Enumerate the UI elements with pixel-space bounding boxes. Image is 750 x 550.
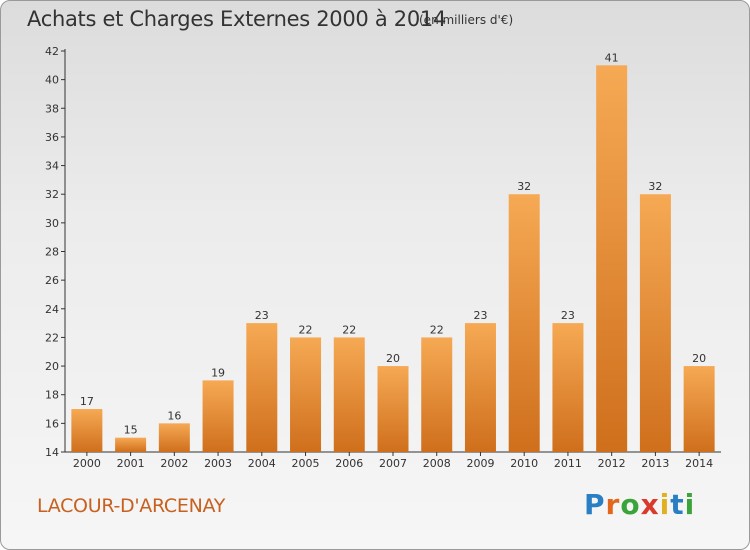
y-tick-label: 28 [45,246,59,259]
data-label: 15 [124,424,138,437]
y-tick-label: 18 [45,389,59,402]
data-label: 22 [299,323,313,336]
chart-labels: 17 15 16 19 23 22 22 20 22 23 32 23 41 32 20 [80,51,706,436]
data-label: 20 [692,352,706,365]
x-tick-label: 2014 [685,457,713,470]
y-tick-label: 40 [45,74,59,87]
x-tick-label: 2010 [510,457,538,470]
data-label: 22 [342,323,356,336]
y-tick-label: 16 [45,417,59,430]
x-tick-label: 2008 [423,457,451,470]
logo-letter: i [684,488,696,521]
x-tick-label: 2009 [466,457,494,470]
chart-title: Achats et Charges Externes 2000 à 2014 [27,7,447,31]
bar [202,380,234,452]
y-tick-label: 42 [45,45,59,58]
proxiti-logo: Proxiti [584,488,695,521]
x-tick-label: 2013 [641,457,669,470]
y-tick-label: 30 [45,217,59,230]
bar [333,337,365,452]
data-label: 23 [255,309,269,322]
bar [596,65,628,453]
logo-letter: o [620,488,641,521]
y-tick-label: 14 [45,446,59,459]
x-tick-label: 2007 [379,457,407,470]
data-label: 32 [517,180,531,193]
bar [246,323,278,452]
bar [683,366,715,452]
bar [464,323,496,452]
logo-letter: t [670,488,685,521]
x-tick-label: 2003 [204,457,232,470]
data-label: 20 [386,352,400,365]
bar [71,409,103,452]
data-label: 23 [473,309,487,322]
data-label: 41 [605,51,619,64]
bar [115,437,147,452]
logo-letter: P [584,488,606,521]
y-tick-label: 26 [45,274,59,287]
y-tick-label: 20 [45,360,59,373]
logo-letter: x [640,488,660,521]
data-label: 32 [648,180,662,193]
bar [377,366,409,452]
y-tick-label: 36 [45,131,59,144]
bar [290,337,322,452]
data-label: 17 [80,395,94,408]
y-tick-label: 32 [45,188,59,201]
data-label: 16 [167,409,181,422]
x-tick-label: 2011 [554,457,582,470]
logo-letter: i [659,488,671,521]
logo-letter: r [605,488,621,521]
bar [639,194,671,452]
y-tick-label: 22 [45,331,59,344]
chart-axes: 14 16 18 20 22 24 26 28 30 32 34 36 38 40 42 2000 2001 20… [45,45,721,470]
data-label: 19 [211,366,225,379]
bar [552,323,584,452]
data-label: 22 [430,323,444,336]
x-tick-label: 2001 [117,457,145,470]
x-tick-label: 2002 [160,457,188,470]
x-tick-label: 2004 [248,457,276,470]
y-tick-label: 24 [45,303,59,316]
data-label: 23 [561,309,575,322]
commune-name: LACOUR-D'ARCENAY [37,495,226,517]
y-tick-label: 38 [45,102,59,115]
bar [508,194,540,452]
x-tick-label: 2012 [598,457,626,470]
y-tick-label: 34 [45,160,59,173]
chart-unit: (en milliers d'€) [419,13,514,27]
x-tick-label: 2005 [292,457,320,470]
bar [158,423,190,452]
chart-bars [71,65,715,453]
bar [421,337,453,452]
x-tick-label: 2000 [73,457,101,470]
x-tick-label: 2006 [335,457,363,470]
